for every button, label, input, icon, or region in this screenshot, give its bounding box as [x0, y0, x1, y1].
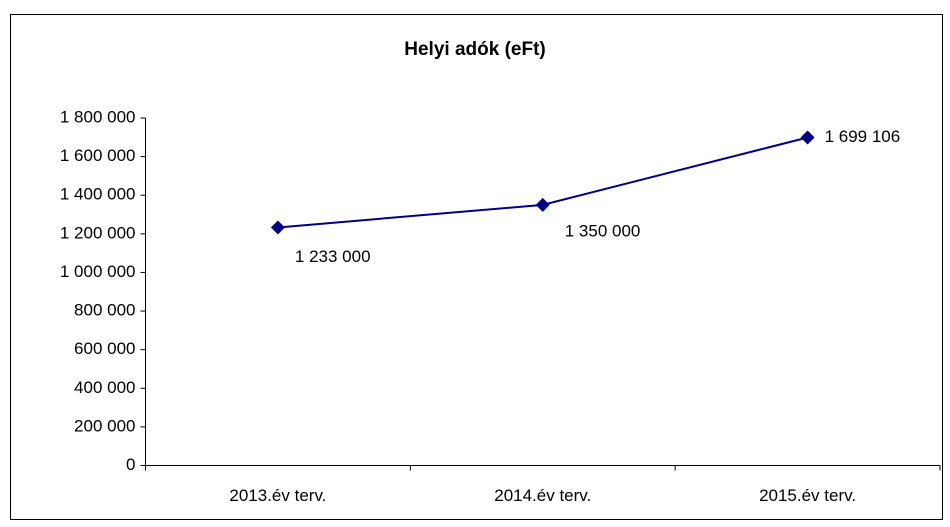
y-tick-label: 1 000 000	[60, 262, 136, 281]
y-tick-label: 1 800 000	[60, 107, 136, 126]
chart-title: Helyi adók (eFt)	[404, 39, 545, 60]
x-tick-label: 2013.év terv.	[229, 486, 326, 505]
y-tick-label: 0	[126, 455, 135, 474]
y-tick-label: 1 400 000	[60, 185, 136, 204]
y-tick-label: 1 600 000	[60, 146, 136, 165]
y-tick-label: 1 200 000	[60, 223, 136, 242]
data-label: 1 699 106	[825, 127, 901, 146]
y-tick-label: 600 000	[74, 339, 135, 358]
y-tick-label: 800 000	[74, 301, 135, 320]
data-point	[800, 130, 815, 145]
data-point	[270, 220, 285, 235]
chart-frame	[10, 14, 943, 520]
y-tick-label: 400 000	[74, 378, 135, 397]
data-point	[535, 197, 550, 212]
y-tick-label: 200 000	[74, 416, 135, 435]
x-tick-label: 2014.év terv.	[494, 486, 591, 505]
data-label: 1 350 000	[565, 221, 641, 240]
data-label: 1 233 000	[295, 247, 371, 266]
x-tick-label: 2015.év terv.	[759, 486, 856, 505]
